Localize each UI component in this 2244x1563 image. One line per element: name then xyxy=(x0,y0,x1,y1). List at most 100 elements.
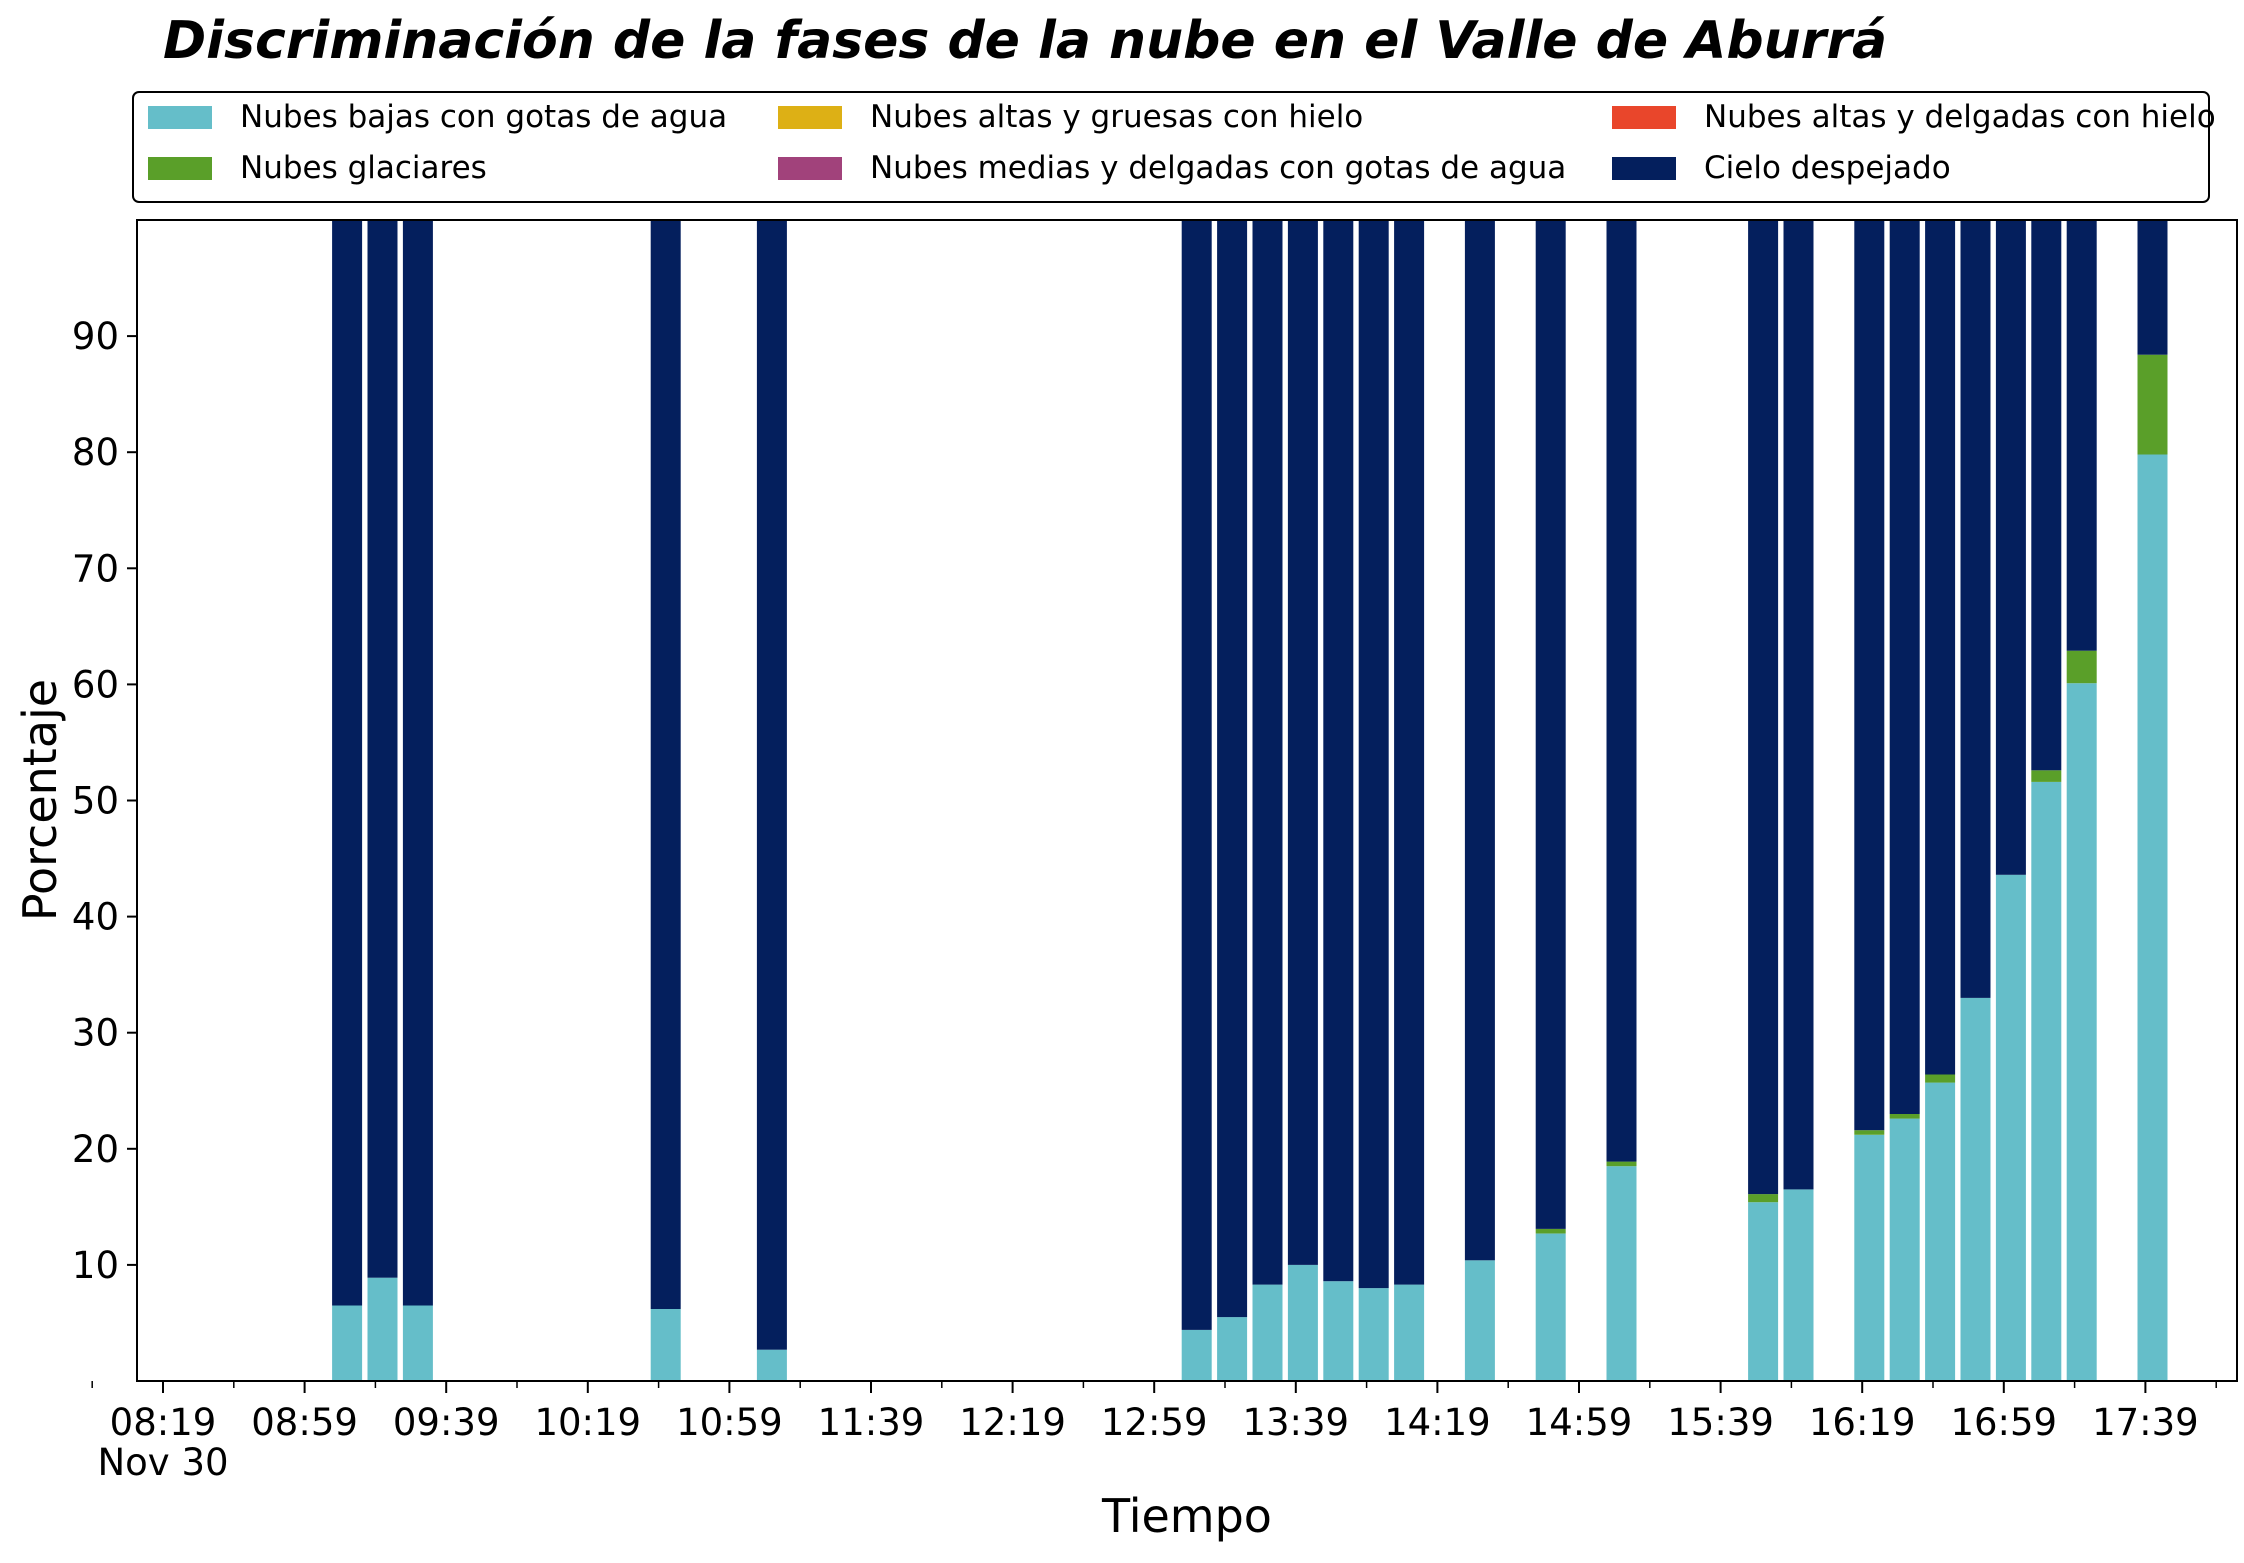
x-tick-label: 08:59 xyxy=(251,1401,358,1444)
bar-segment xyxy=(2137,454,2168,1381)
x-date-label: Nov 30 xyxy=(97,1441,228,1484)
x-tick-label: 16:59 xyxy=(1950,1401,2057,1444)
bar-segment xyxy=(1925,220,1956,1075)
bar-segment xyxy=(1217,1317,1248,1381)
legend-swatch xyxy=(1612,106,1676,129)
bar-segment xyxy=(332,220,363,1306)
bar-segment xyxy=(2031,770,2062,782)
bar-segment xyxy=(1358,1288,1389,1381)
y-tick-label: 70 xyxy=(72,547,119,590)
legend-swatch xyxy=(778,106,842,129)
bar-segment xyxy=(1925,1074,1956,1083)
bar-segment xyxy=(402,220,433,1306)
bar-segment xyxy=(1889,220,1920,1114)
chart-title: Discriminación de la fases de la nube en… xyxy=(163,11,1887,71)
bar-segment xyxy=(1606,1166,1637,1381)
x-tick-label: 10:59 xyxy=(676,1401,783,1444)
x-tick-label: 12:59 xyxy=(1101,1401,1208,1444)
legend-label: Nubes bajas con gotas de agua xyxy=(240,99,727,135)
bar-segment xyxy=(1535,1228,1566,1234)
bar-segment xyxy=(1181,220,1212,1330)
bar-segment xyxy=(1252,220,1283,1285)
bar-segment xyxy=(1394,220,1425,1285)
bar-segment xyxy=(650,220,681,1309)
bar-segment xyxy=(1535,220,1566,1229)
legend-swatch xyxy=(148,106,212,129)
legend-label: Nubes altas y gruesas con hielo xyxy=(870,99,1363,135)
legend-label: Nubes altas y delgadas con hielo xyxy=(1704,99,2216,135)
y-tick-label: 40 xyxy=(72,896,119,939)
y-tick-label: 60 xyxy=(72,663,119,706)
bar-segment xyxy=(1287,220,1318,1265)
bar-segment xyxy=(1287,1264,1318,1381)
bar-segment xyxy=(1995,220,2026,875)
bar-segment xyxy=(756,220,787,1350)
x-tick-label: 14:19 xyxy=(1384,1401,1491,1444)
bar-segment xyxy=(1960,997,1991,1381)
x-tick-label: 17:39 xyxy=(2092,1401,2199,1444)
bar-segment xyxy=(2066,650,2097,684)
bar-segment xyxy=(2066,220,2097,651)
bar-segment xyxy=(1464,1260,1495,1381)
legend-label: Cielo despejado xyxy=(1704,150,1951,186)
x-tick-label: 08:19 xyxy=(110,1401,217,1444)
legend-swatch xyxy=(778,157,842,180)
bar-segment xyxy=(1783,1189,1814,1381)
x-tick-label: 10:19 xyxy=(534,1401,641,1444)
bar-segment xyxy=(1854,220,1885,1131)
legend-swatch xyxy=(1612,157,1676,180)
bar-segment xyxy=(1748,1202,1779,1381)
bar-segment xyxy=(2137,220,2168,355)
bar-segment xyxy=(1394,1284,1425,1381)
bar-segment xyxy=(1252,1284,1283,1381)
y-tick-label: 50 xyxy=(72,780,119,823)
x-tick-label: 14:59 xyxy=(1526,1401,1633,1444)
bar-segment xyxy=(1783,220,1814,1190)
legend: Nubes bajas con gotas de agua Nubes glaci… xyxy=(132,91,2216,203)
bar-segment xyxy=(1358,220,1389,1289)
bar-segment xyxy=(367,220,398,1278)
legend-label: Nubes medias y delgadas con gotas de agu… xyxy=(870,150,1566,186)
bar-segment xyxy=(1535,1233,1566,1381)
y-tick-label: 20 xyxy=(72,1128,119,1171)
x-tick-label: 16:19 xyxy=(1809,1401,1916,1444)
bar-segment xyxy=(402,1305,433,1381)
bar-segment xyxy=(1323,1281,1354,1381)
y-tick-label: 10 xyxy=(72,1244,119,1287)
bar-segment xyxy=(1960,220,1991,998)
legend-label: Nubes glaciares xyxy=(240,150,487,186)
bar-segment xyxy=(1995,874,2026,1381)
x-tick-label: 13:39 xyxy=(1242,1401,1349,1444)
legend-frame xyxy=(132,91,2210,203)
x-tick-label: 11:39 xyxy=(818,1401,925,1444)
bar-segment xyxy=(1606,220,1637,1162)
bar-segment xyxy=(756,1349,787,1381)
bar-segment xyxy=(650,1309,681,1381)
y-tick-label: 80 xyxy=(72,431,119,474)
y-tick-label: 90 xyxy=(72,315,119,358)
x-axis-label: Tiempo xyxy=(1101,1489,1272,1543)
bar-segment xyxy=(1606,1161,1637,1167)
legend-swatch xyxy=(148,157,212,180)
x-tick-label: 15:39 xyxy=(1667,1401,1774,1444)
bar-segment xyxy=(1748,1194,1779,1203)
bar-segment xyxy=(1889,1114,1920,1119)
y-axis: 10 20 30 40 50 60 70 80 90 xyxy=(72,315,137,1287)
x-axis: 08:19 08:59 09:39 10:19 10:59 11:39 12:19 12:59… xyxy=(91,1381,2217,1444)
bar-segment xyxy=(2137,354,2168,455)
bar-segment xyxy=(1181,1329,1212,1381)
bar-segment xyxy=(2031,220,2062,771)
bar-segment xyxy=(1889,1118,1920,1381)
bar-segment xyxy=(1854,1134,1885,1381)
bar-segment xyxy=(1464,220,1495,1261)
bar-segment xyxy=(2031,781,2062,1381)
x-tick-label: 09:39 xyxy=(393,1401,500,1444)
x-tick-label: 12:19 xyxy=(959,1401,1066,1444)
bar-segment xyxy=(1323,220,1354,1282)
bar-segment xyxy=(1217,220,1248,1318)
bar-segment xyxy=(332,1305,363,1381)
y-axis-label: Porcentaje xyxy=(13,679,67,921)
bars-group xyxy=(332,220,2168,1381)
